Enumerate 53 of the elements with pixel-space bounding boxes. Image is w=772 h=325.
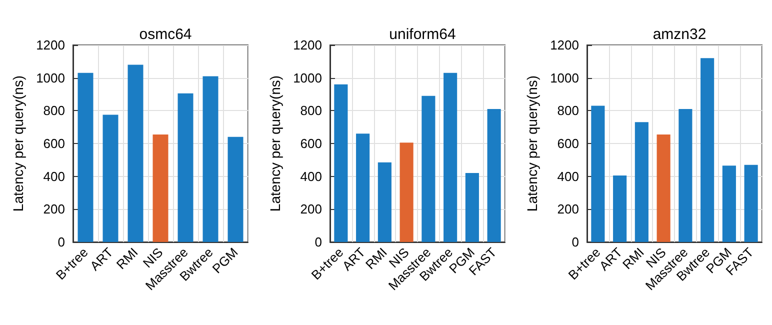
y-tick-label: 800	[557, 103, 579, 118]
y-tick-label: 1200	[550, 38, 579, 52]
y-tick-label: 400	[300, 168, 322, 184]
y-tick-label: 400	[43, 168, 65, 184]
x-tick-label: RMI	[620, 244, 647, 272]
bar	[656, 134, 670, 242]
y-tick-label: 200	[557, 202, 579, 217]
bar	[634, 122, 648, 242]
y-tick-label: 1000	[36, 70, 65, 86]
bar	[378, 162, 392, 242]
x-tick-label: RMI	[113, 244, 141, 272]
y-axis-title: Latency per query(ns)	[524, 75, 540, 212]
bar	[487, 109, 501, 242]
bar	[356, 134, 370, 242]
y-tick-label: 1200	[293, 38, 322, 52]
y-tick-label: 0	[58, 234, 65, 250]
y-tick-label: 1000	[293, 70, 322, 86]
y-tick-label: 400	[557, 168, 579, 184]
bar	[465, 173, 479, 242]
y-axis-title: Latency per query(ns)	[267, 75, 284, 212]
y-tick-label: 1000	[550, 70, 579, 86]
bar	[202, 76, 218, 242]
bar	[152, 134, 168, 242]
chart-title: osmc64	[139, 26, 192, 43]
chart-title: amzn32	[652, 26, 706, 43]
bar	[334, 84, 348, 242]
bar	[678, 109, 692, 242]
y-axis-title: Latency per query(ns)	[10, 75, 26, 212]
bar	[228, 136, 244, 242]
bar	[700, 58, 714, 242]
y-tick-label: 0	[314, 234, 322, 250]
x-tick-label: RMI	[362, 244, 390, 272]
bar	[128, 64, 144, 242]
bar	[178, 93, 194, 242]
y-tick-label: 0	[572, 234, 579, 250]
bar	[744, 164, 758, 242]
bar	[102, 114, 118, 242]
y-tick-label: 600	[557, 136, 579, 151]
bar	[722, 166, 736, 242]
bar	[78, 72, 94, 242]
bar	[422, 96, 436, 242]
bar	[613, 176, 627, 242]
y-tick-label: 200	[43, 202, 65, 217]
y-tick-label: 800	[300, 103, 322, 118]
y-tick-label: 600	[300, 136, 322, 151]
bar	[444, 72, 458, 242]
bar	[400, 142, 414, 242]
y-tick-label: 800	[43, 103, 65, 118]
y-tick-label: 1200	[36, 38, 65, 52]
y-tick-label: 200	[300, 202, 322, 217]
chart-title: uniform64	[389, 26, 456, 43]
y-tick-label: 600	[43, 136, 65, 151]
bar	[591, 106, 605, 242]
